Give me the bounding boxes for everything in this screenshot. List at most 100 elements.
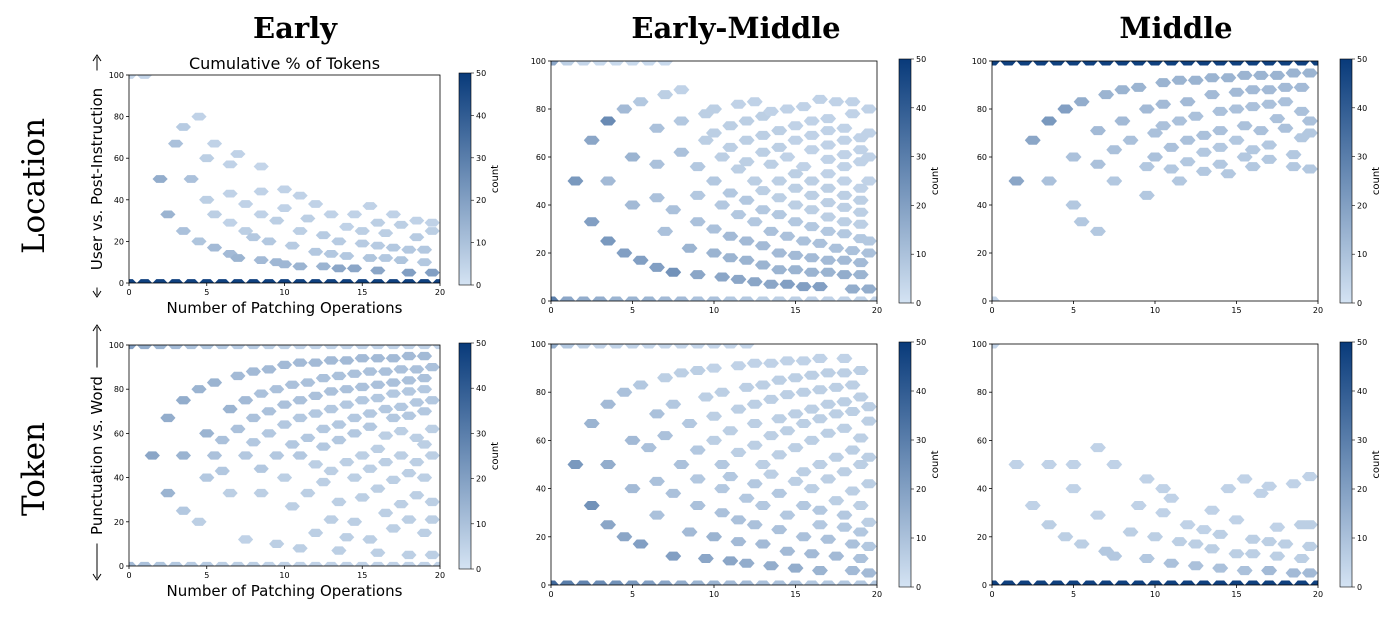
hex-bin <box>292 544 308 553</box>
hex-bin <box>803 222 820 232</box>
x-tick-label: 10 <box>279 288 289 297</box>
hex-bin <box>238 396 254 405</box>
hex-bin <box>665 267 682 277</box>
hex-bin <box>795 102 812 112</box>
hex-bin <box>1285 68 1302 78</box>
hex-bin <box>424 497 440 507</box>
hex-bin <box>1301 568 1318 578</box>
hex-bin <box>346 264 363 273</box>
x-tick-label: 10 <box>709 306 719 315</box>
hex-bin <box>370 380 386 389</box>
hex-bin <box>1155 78 1172 88</box>
x-tick-label: 5 <box>630 306 635 315</box>
hex-bin <box>1041 116 1057 126</box>
hex-bin <box>746 419 763 428</box>
hex-bin <box>820 114 837 124</box>
hex-bin <box>632 539 649 549</box>
hex-bin <box>378 254 394 262</box>
hex-bin <box>836 368 853 378</box>
hex-bin <box>820 198 837 208</box>
hex-bin <box>812 566 828 576</box>
hex-bin <box>1130 580 1147 585</box>
hex-bin <box>722 142 739 152</box>
hex-bin <box>276 345 293 350</box>
hex-bin <box>1000 61 1017 66</box>
hex-bin <box>308 279 324 283</box>
hex-bin <box>1195 580 1212 585</box>
hex-bin <box>803 205 820 215</box>
hex-bin <box>803 267 820 277</box>
hex-bin <box>689 344 706 349</box>
colorbar-tick-label: 50 <box>916 338 926 347</box>
hex-bin <box>245 438 261 447</box>
hex-bin <box>649 193 665 203</box>
y-tick-label: 20 <box>536 249 546 258</box>
hex-bin <box>183 279 199 283</box>
colorbar-label: count <box>930 167 941 195</box>
hex-bin <box>432 561 440 566</box>
hex-bin <box>1032 580 1049 585</box>
hex-bin <box>261 429 277 438</box>
hex-bin <box>424 550 440 560</box>
hex-bin <box>754 186 771 196</box>
hex-bin <box>1073 97 1090 107</box>
hex-bin <box>300 378 316 387</box>
hex-bin <box>1081 580 1098 585</box>
plot-frame <box>991 60 1319 302</box>
hex-bin <box>738 296 755 301</box>
hex-bin <box>323 210 339 219</box>
y-tick-label: 0 <box>541 297 546 306</box>
hex-bin <box>323 466 339 476</box>
hex-bin <box>1138 190 1155 200</box>
hex-bin <box>828 496 845 506</box>
hex-bin <box>339 222 355 231</box>
hex-bin <box>222 488 238 498</box>
hex-bin <box>1179 520 1196 530</box>
hex-bin <box>214 561 230 566</box>
hex-bin <box>230 345 246 350</box>
hex-bin <box>992 344 1000 349</box>
hex-bin <box>714 272 731 282</box>
hex-bin <box>771 414 788 424</box>
hex-bin <box>860 248 877 258</box>
x-tick-label: 0 <box>126 571 131 580</box>
hex-bin <box>1244 85 1261 95</box>
hex-bin <box>575 580 592 585</box>
hex-bin <box>292 451 308 460</box>
hex-bin <box>424 515 440 524</box>
plot-frame <box>550 343 878 586</box>
hex-bin <box>1195 166 1212 176</box>
hex-bin <box>315 424 331 434</box>
hex-bin <box>763 358 779 368</box>
hex-bin <box>820 183 837 193</box>
hex-bin <box>1301 541 1318 551</box>
hex-bin <box>1228 580 1245 585</box>
hex-bin <box>1065 460 1082 469</box>
y-tick-label: 40 <box>977 201 987 210</box>
hex-bin <box>214 435 230 445</box>
hex-bin <box>600 236 616 246</box>
hex-bin <box>160 488 176 498</box>
hex-bin <box>175 396 191 405</box>
hex-bin <box>746 97 763 107</box>
hex-bin <box>1163 61 1180 66</box>
hex-bin <box>1106 460 1123 469</box>
hex-bin <box>803 549 820 559</box>
hex-bin <box>1179 135 1196 145</box>
hex-bin <box>362 464 378 473</box>
hex-bin <box>673 296 690 301</box>
hex-bin <box>292 227 308 235</box>
hex-bin <box>567 460 584 469</box>
hex-bin <box>779 426 796 436</box>
hex-bin <box>836 580 853 585</box>
hex-bin <box>276 185 293 194</box>
hex-bin <box>852 580 869 585</box>
hex-bin <box>1253 70 1269 80</box>
hex-bin <box>1212 159 1229 169</box>
hex-bin <box>401 345 417 350</box>
hex-bin <box>370 354 386 363</box>
hex-bin <box>276 204 293 212</box>
hex-bin <box>1114 85 1131 95</box>
hex-bin <box>1032 61 1049 66</box>
hex-bin <box>559 580 576 585</box>
